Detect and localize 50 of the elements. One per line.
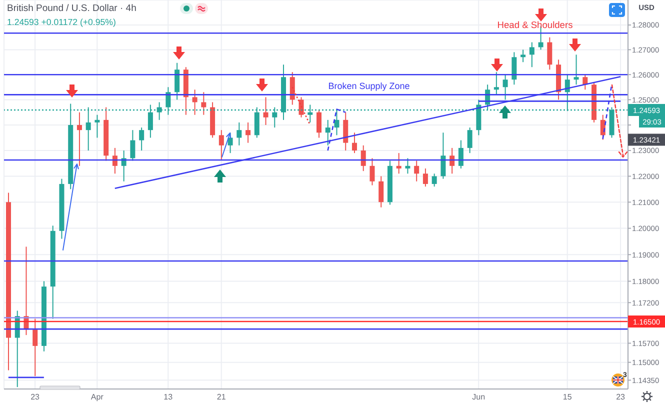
candlestick: [582, 74, 588, 90]
candlestick: [370, 158, 375, 186]
candlestick: [422, 168, 428, 188]
candlestick: [246, 122, 251, 144]
x-tick-label: Apr: [90, 392, 104, 402]
candlestick: [32, 318, 38, 377]
candlestick: [502, 74, 508, 100]
candlestick: [458, 140, 464, 169]
candlestick: [529, 42, 534, 68]
candlestick: [494, 72, 499, 96]
text: 1.24593 +0.01172 (+0.95%): [7, 17, 116, 27]
candlestick: [512, 52, 517, 86]
candlestick: [290, 72, 295, 106]
candlestick: [139, 127, 144, 151]
x-tick-label: Jun: [472, 392, 486, 402]
candlestick: [360, 144, 366, 172]
candlestick: [450, 147, 455, 174]
chart-title: British Pound / U.S. Dollar · 4h: [7, 3, 136, 14]
candlestick: [547, 36, 552, 70]
candlestick: [121, 150, 126, 182]
candlestick: [574, 54, 579, 86]
x-tick-label: 13: [164, 392, 174, 402]
x-tick-label: 23: [616, 392, 626, 402]
candlestick: [218, 130, 224, 160]
candlestick: [414, 160, 420, 182]
candlestick: [316, 109, 322, 138]
candlestick: [130, 130, 136, 162]
candlestick: [520, 49, 526, 63]
candlestick: [192, 89, 198, 116]
candlestick: [201, 92, 206, 116]
candlestick: [94, 114, 100, 138]
candlestick: [112, 147, 118, 174]
candlestick: [343, 112, 348, 151]
annotation: Broken Supply Zone: [328, 81, 410, 91]
candlestick: [467, 127, 472, 154]
candlestick: [440, 132, 446, 180]
x-tick-label: 23: [30, 392, 40, 402]
candlestick: [76, 112, 82, 166]
candlestick: [236, 122, 242, 146]
candlestick: [352, 132, 357, 154]
candlestick: [325, 119, 330, 146]
candlestick: [396, 152, 402, 174]
candlestick: [432, 173, 437, 188]
candlestick: [263, 96, 268, 126]
candlestick: [378, 176, 384, 208]
x-tick-label: 15: [562, 392, 572, 402]
candlestick: [174, 62, 180, 100]
candlestick: [405, 158, 410, 174]
annotation: Head & Shoulders: [497, 20, 574, 30]
x-tick-label: 21: [216, 392, 226, 402]
